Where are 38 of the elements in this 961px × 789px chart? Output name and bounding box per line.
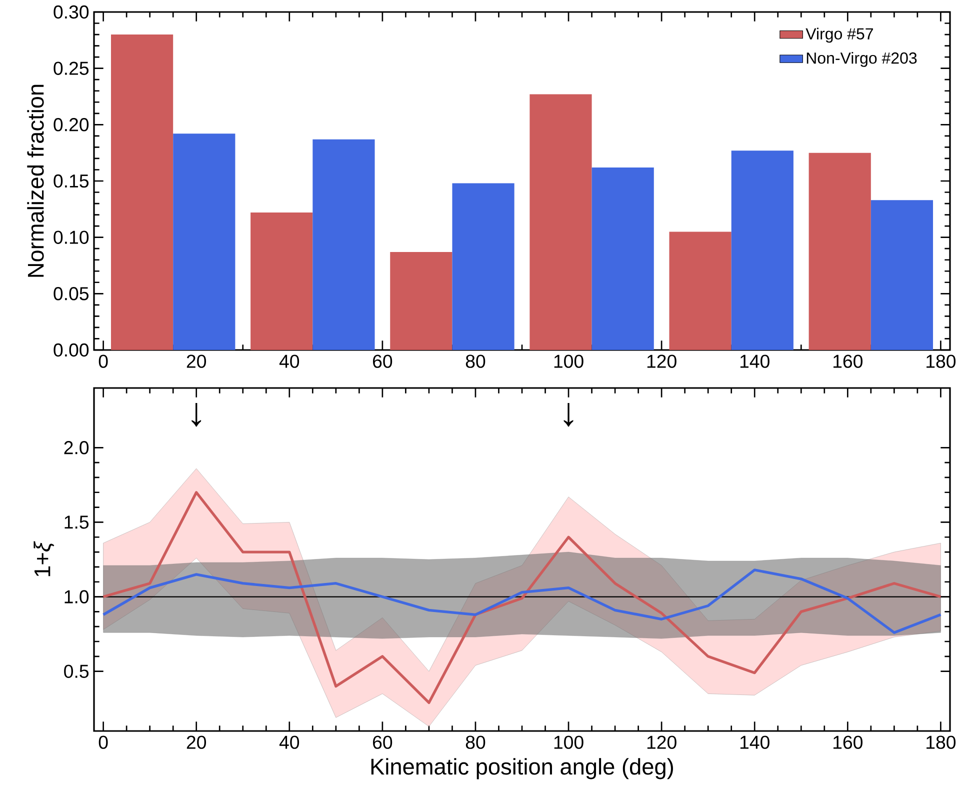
x-tick-label: 120 <box>647 354 676 368</box>
x-tick-label: 20 <box>186 736 206 749</box>
x-tick-label: 180 <box>926 354 956 368</box>
y-tick-label: 0.10 <box>54 230 89 244</box>
y-tick-label: 2.0 <box>64 441 89 454</box>
annotation: ↓ <box>564 403 574 427</box>
y-tick-label: 1.5 <box>64 516 89 529</box>
x-tick-label: 120 <box>647 736 676 749</box>
x-tick-label: 180 <box>926 736 956 749</box>
y-tick-label: 0.25 <box>54 62 89 75</box>
x-axis-title: Kinematic position angle (deg) <box>371 758 673 780</box>
x-tick-label: 60 <box>373 354 392 368</box>
y-tick-label: 0.00 <box>54 343 89 357</box>
x-tick-label: 100 <box>554 354 584 368</box>
y-tick-label: 1.0 <box>64 590 89 604</box>
x-tick-label: 0 <box>98 736 108 749</box>
x-tick-label: 140 <box>740 736 770 749</box>
legend-label: Virgo #57 <box>806 28 873 43</box>
x-tick-label: 80 <box>466 736 486 749</box>
x-tick-label: 0 <box>98 354 108 368</box>
y-tick-label: 0.15 <box>54 174 89 188</box>
x-tick-label: 40 <box>279 354 300 368</box>
x-tick-label: 80 <box>466 354 486 368</box>
x-tick-label: 20 <box>186 354 206 368</box>
y-tick-label: 0.5 <box>64 664 89 678</box>
x-tick-label: 140 <box>740 354 770 368</box>
y-axis-title: 1+ξ <box>34 541 54 576</box>
y-tick-label: 0.05 <box>54 287 89 300</box>
y-tick-label: 0.20 <box>54 118 89 132</box>
x-tick-label: 60 <box>373 736 392 749</box>
x-tick-label: 100 <box>554 736 584 749</box>
y-tick-label: 0.30 <box>54 5 89 19</box>
x-tick-label: 160 <box>834 736 862 749</box>
x-tick-label: 40 <box>279 736 300 749</box>
y-axis-title: Normalized fraction <box>27 84 44 277</box>
annotation: ↓ <box>192 403 202 427</box>
x-tick-label: 160 <box>834 354 862 368</box>
legend-label: Non-Virgo #203 <box>806 52 917 67</box>
